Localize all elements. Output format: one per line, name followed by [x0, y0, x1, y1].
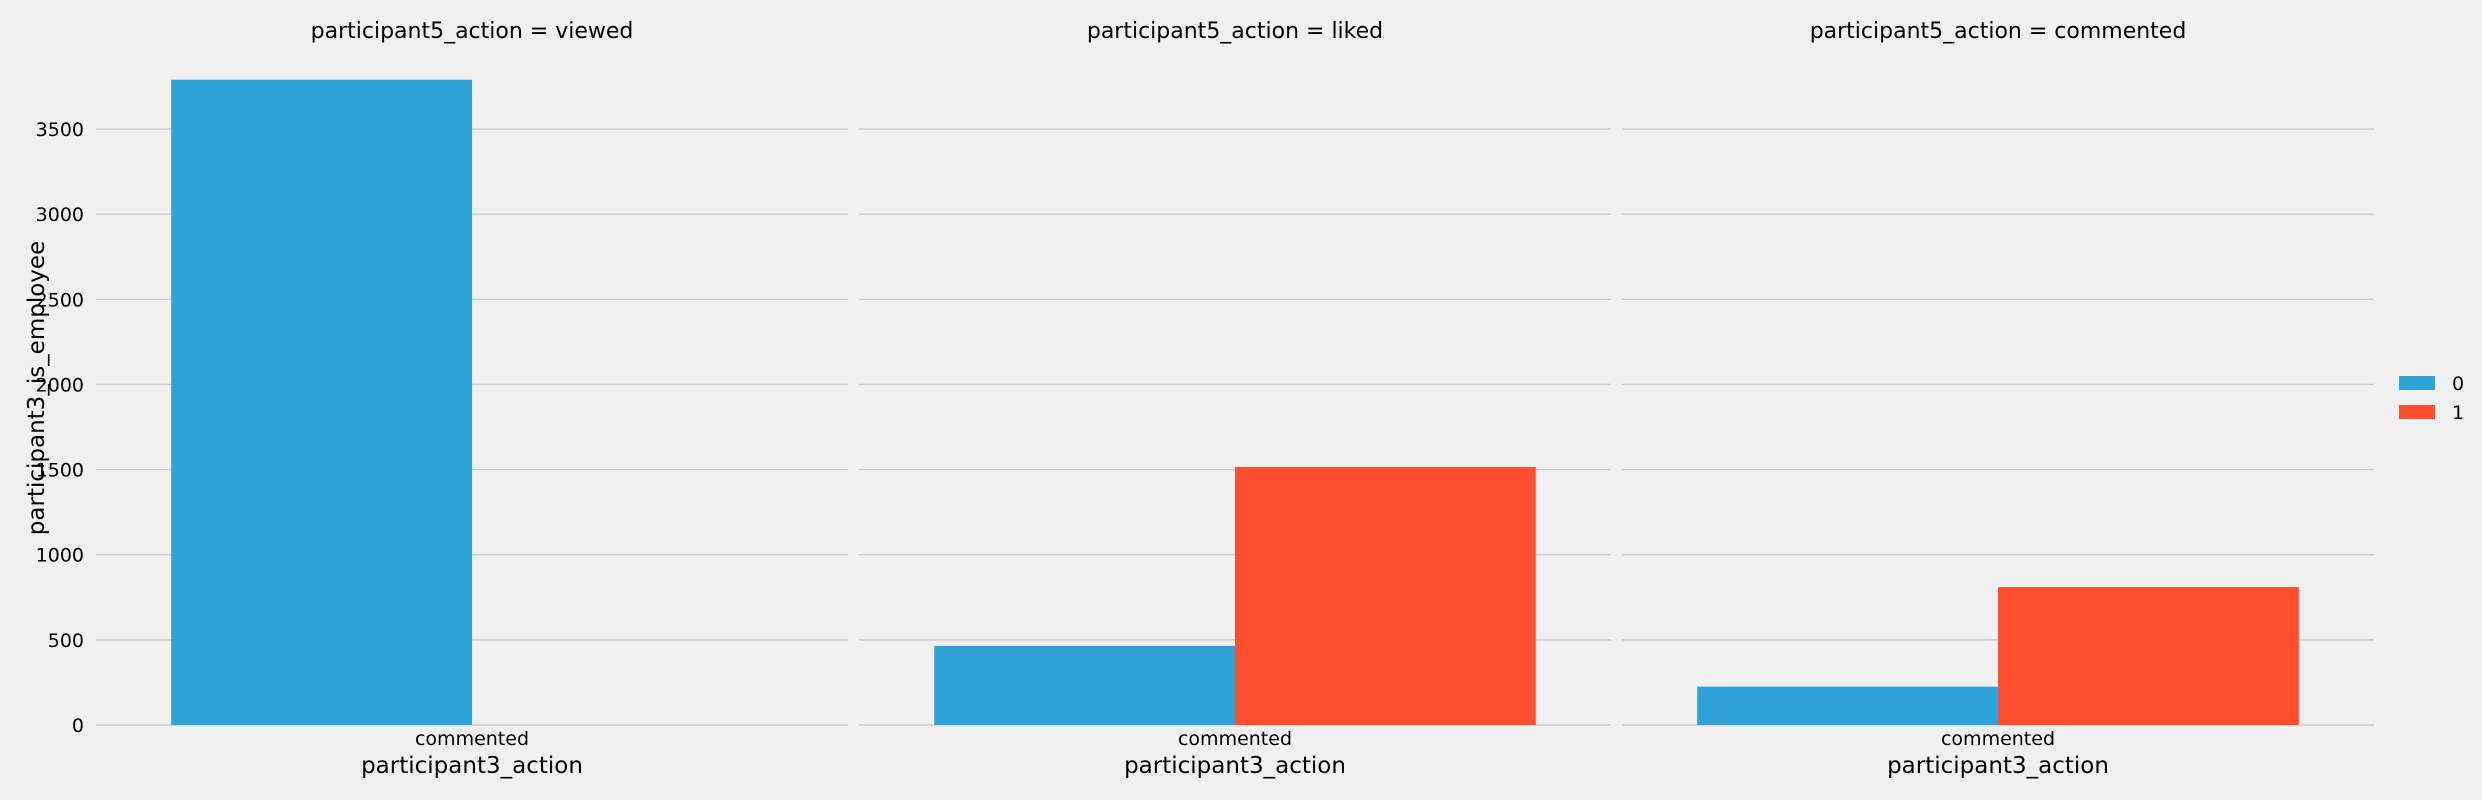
x-tick-label: commented — [415, 728, 529, 750]
y-tick-label: 2000 — [36, 374, 84, 396]
panel-1: participant5_action = viewed commented par… — [96, 19, 848, 779]
legend-label: 0 — [2452, 373, 2464, 395]
panel-3: participant5_action = commented commented… — [1622, 19, 2374, 779]
y-tick-label: 3500 — [36, 119, 84, 141]
y-tick-label: 1000 — [36, 545, 84, 567]
y-tick-label: 500 — [48, 630, 84, 652]
bar-panel2-series-0 — [934, 645, 1235, 725]
y-tick-label: 1500 — [36, 460, 84, 482]
y-tick-label: 3000 — [36, 204, 84, 226]
legend-item-0: 0 — [2399, 373, 2464, 395]
legend-item-1: 1 — [2399, 402, 2464, 424]
x-tick-label: commented — [1941, 728, 2055, 750]
chart-panels: participant5_action = viewedcommentedpar… — [36, 19, 2374, 779]
bar-panel2-series-1 — [1235, 467, 1536, 725]
y-axis-ticks: 0 500 1000 1500 2000 2500 3000 3500 — [36, 119, 84, 737]
panel-title: participant5_action = viewed — [311, 19, 634, 44]
legend: 01 — [2399, 373, 2464, 424]
panel-2: participant5_action = liked commented part… — [859, 19, 1611, 779]
legend-swatch — [2399, 405, 2435, 419]
panel-title: participant5_action = liked — [1087, 19, 1383, 44]
x-tick-label: commented — [1178, 728, 1292, 750]
x-axis-label: participant3_action — [361, 753, 583, 779]
y-axis-label: participant3_is_employee — [24, 241, 50, 535]
y-tick-label: 2500 — [36, 289, 84, 311]
x-axis-label: participant3_action — [1887, 753, 2109, 779]
bar-panel3-series-0 — [1697, 686, 1998, 725]
bar-panel1-series-0 — [171, 79, 472, 725]
x-axis-label: participant3_action — [1124, 753, 1346, 779]
y-tick-label: 0 — [72, 715, 84, 737]
panel-title: participant5_action = commented — [1810, 19, 2187, 44]
bar-panel3-series-1 — [1998, 587, 2299, 725]
legend-label: 1 — [2452, 402, 2464, 424]
legend-swatch — [2399, 376, 2435, 390]
